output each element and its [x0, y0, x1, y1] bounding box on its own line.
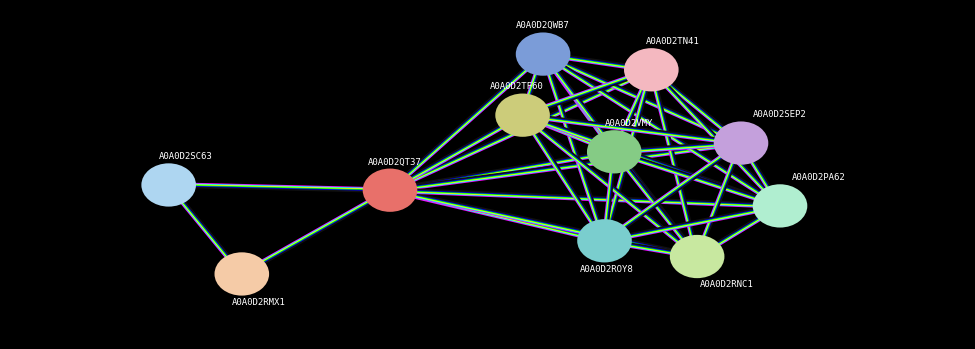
Text: A0A0D2TN41: A0A0D2TN41: [645, 37, 700, 46]
Ellipse shape: [363, 169, 417, 212]
Ellipse shape: [577, 219, 632, 262]
Text: A0A0D2QT37: A0A0D2QT37: [368, 157, 422, 166]
Ellipse shape: [495, 94, 550, 137]
Text: A0A0D2RNC1: A0A0D2RNC1: [699, 280, 754, 289]
Ellipse shape: [670, 235, 724, 278]
Text: A0A0D2SC63: A0A0D2SC63: [158, 152, 213, 161]
Text: A0A0D2VMY: A0A0D2VMY: [604, 119, 653, 128]
Text: A0A0D2PA62: A0A0D2PA62: [792, 173, 846, 182]
Ellipse shape: [214, 252, 269, 296]
Text: A0A0D2QWB7: A0A0D2QWB7: [516, 21, 570, 30]
Text: A0A0D2RMX1: A0A0D2RMX1: [231, 298, 286, 307]
Ellipse shape: [587, 130, 642, 173]
Ellipse shape: [141, 163, 196, 207]
Ellipse shape: [624, 48, 679, 91]
Ellipse shape: [516, 32, 570, 76]
Ellipse shape: [753, 184, 807, 228]
Text: A0A0D2SEP2: A0A0D2SEP2: [753, 110, 807, 119]
Text: A0A0D2TF60: A0A0D2TF60: [489, 82, 544, 91]
Text: A0A0D2ROY8: A0A0D2ROY8: [579, 265, 634, 274]
Ellipse shape: [714, 121, 768, 165]
